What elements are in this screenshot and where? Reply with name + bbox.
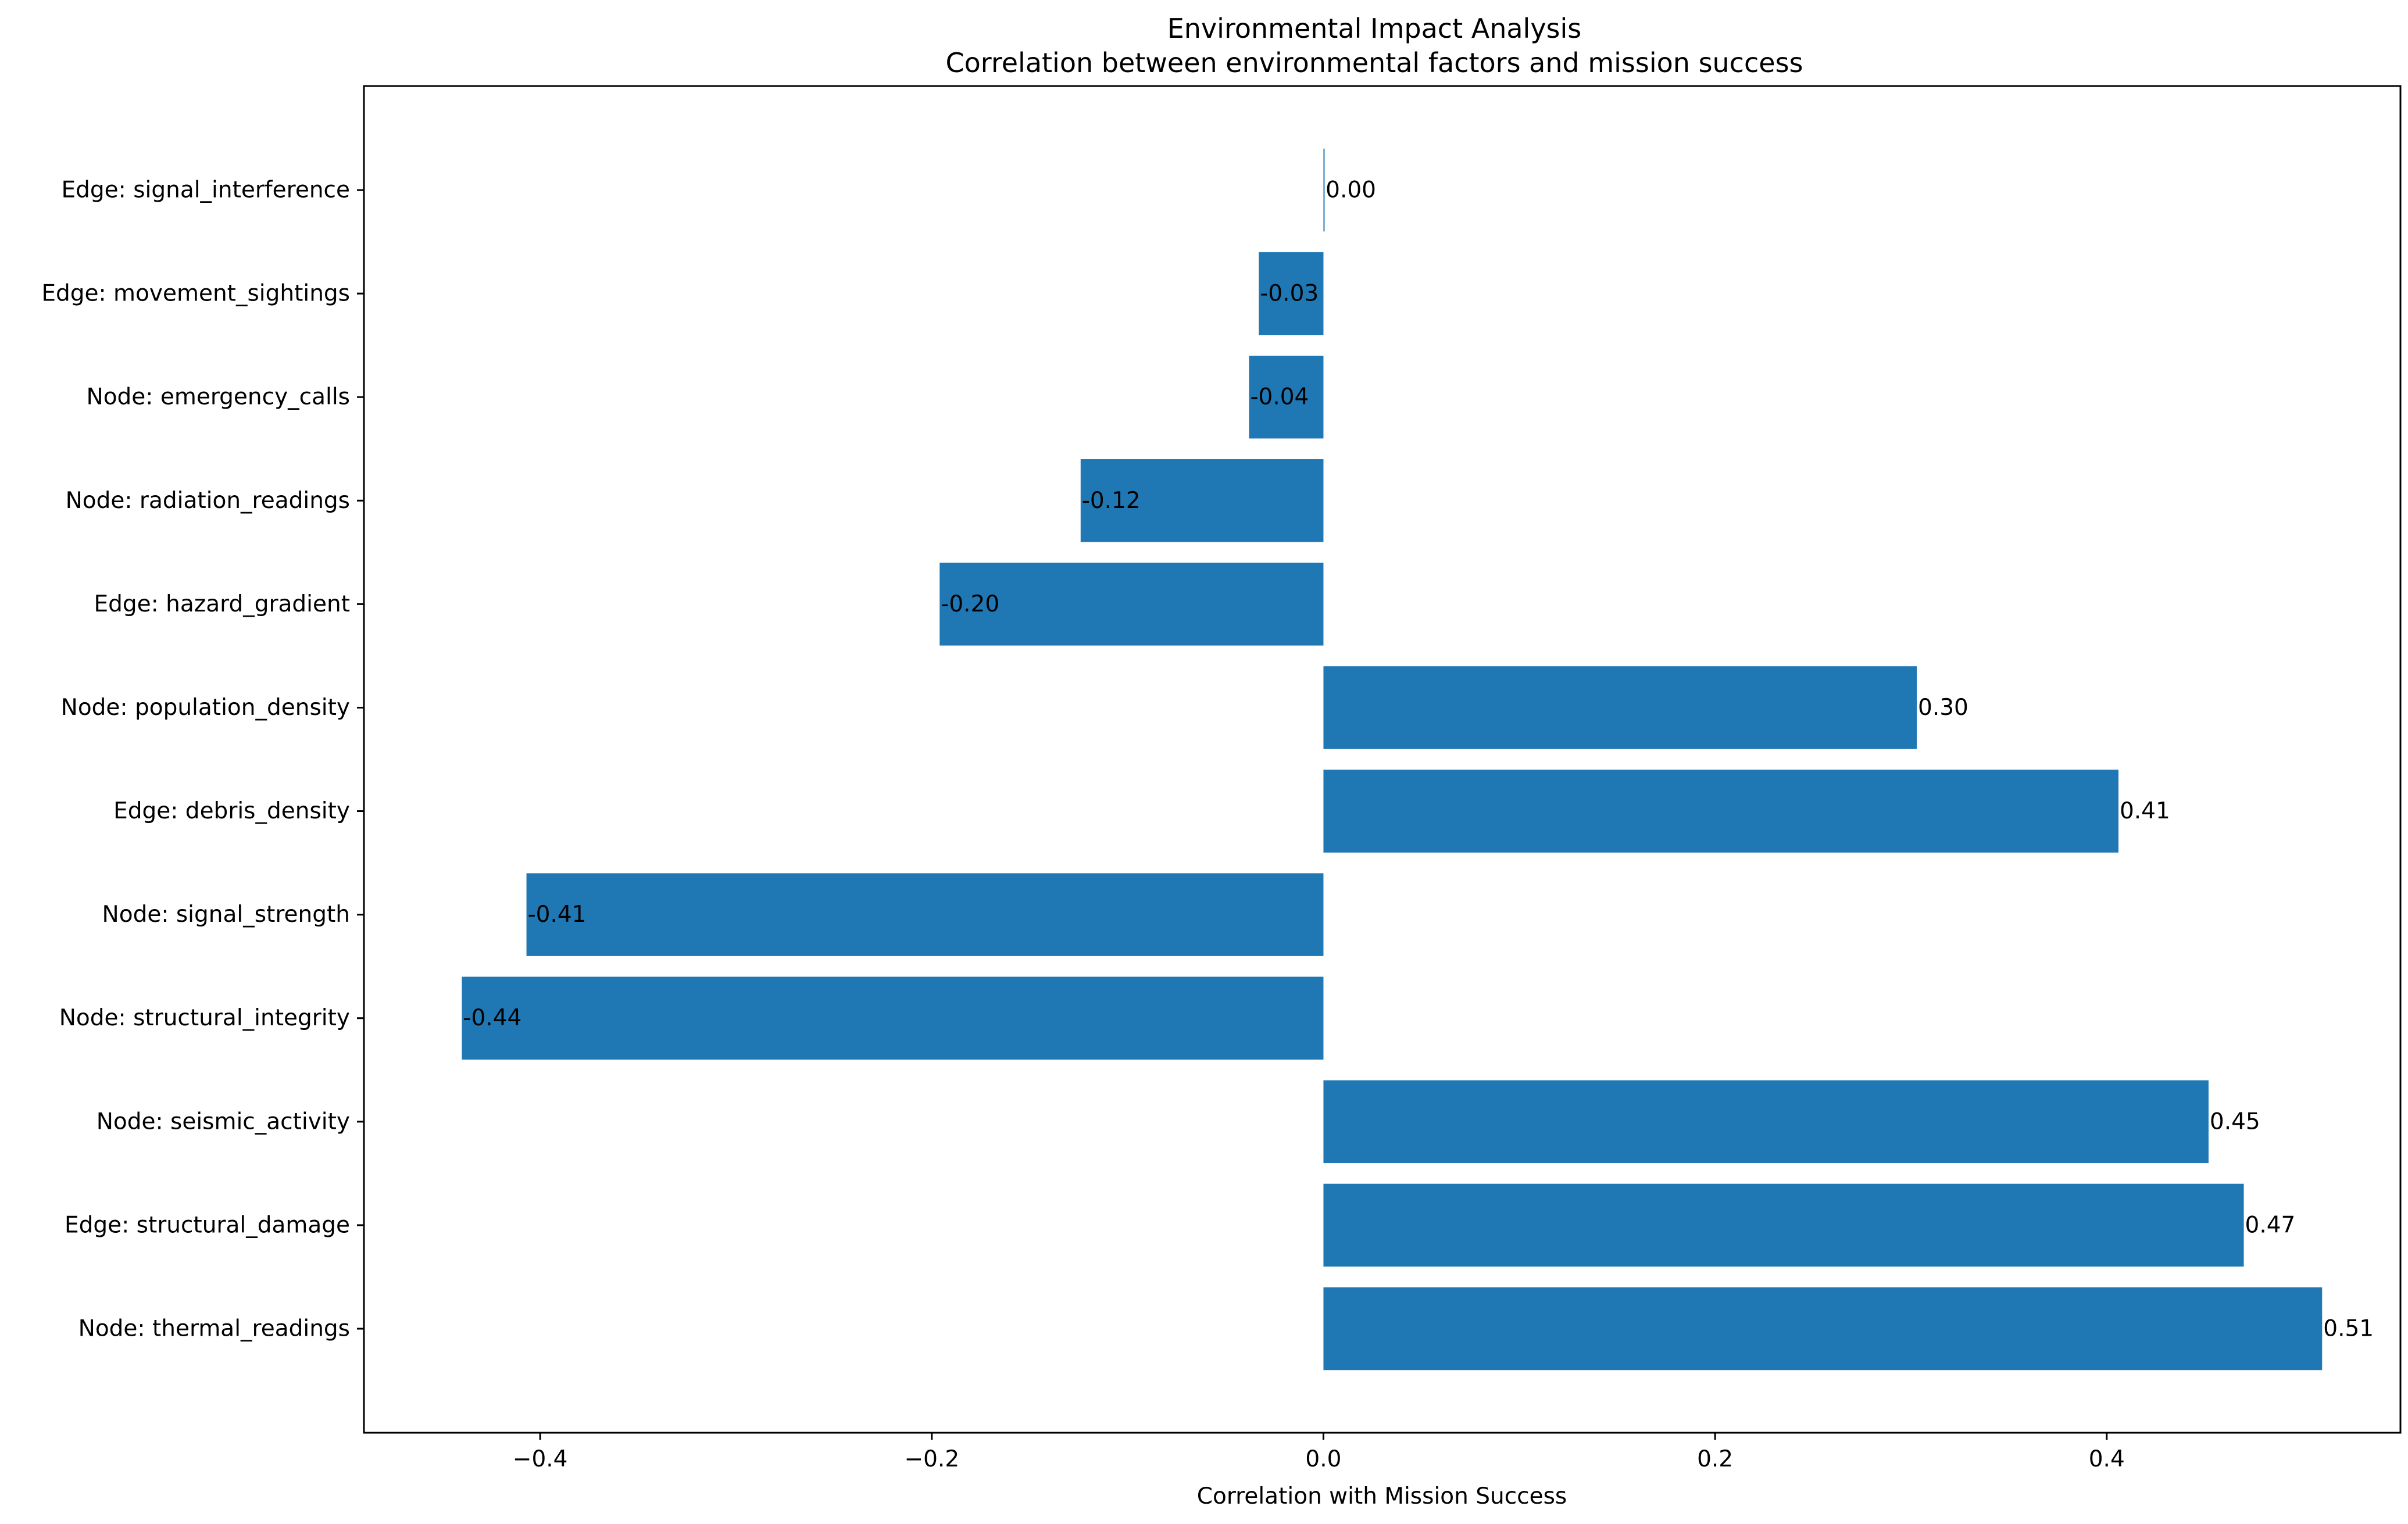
x-axis-label: Correlation with Mission Success [1197, 1483, 1567, 1509]
x-tick-label: 0.0 [1305, 1446, 1341, 1472]
y-tick-label: Node: seismic_activity [97, 1108, 350, 1135]
y-tick-label: Node: thermal_readings [78, 1316, 350, 1342]
bar [1323, 666, 1917, 749]
bar [1323, 1183, 2244, 1267]
data-label: 0.41 [2120, 798, 2170, 824]
data-label: -0.44 [463, 1005, 521, 1031]
data-label: 0.51 [2323, 1316, 2374, 1342]
chart-title: Environmental Impact Analysis [1167, 13, 1582, 44]
y-tick-label: Edge: signal_interference [62, 177, 350, 203]
data-label: -0.03 [1260, 281, 1319, 307]
y-tick-label: Node: structural_integrity [59, 1005, 350, 1031]
bars-layer [462, 148, 2323, 1371]
bar [1323, 1080, 2209, 1164]
data-label: -0.04 [1250, 384, 1309, 410]
data-label: -0.41 [528, 901, 587, 928]
bar [939, 563, 1324, 646]
data-label: 0.00 [1326, 177, 1376, 203]
y-tick-label: Edge: hazard_gradient [94, 591, 350, 617]
bar [462, 976, 1324, 1060]
data-label: -0.12 [1082, 488, 1141, 514]
bar [1323, 1287, 2323, 1371]
chart-subtitle: Correlation between environmental factor… [945, 47, 1803, 78]
bar [526, 873, 1324, 956]
data-label: 0.30 [1918, 695, 1968, 721]
x-tick-label: −0.4 [513, 1446, 568, 1472]
data-labels-layer: 0.51 0.47 0.45 -0.44 -0.41 0.41 0.30 -0.20 -0.12… [463, 177, 2374, 1342]
y-tick-label: Edge: debris_density [113, 798, 350, 824]
data-label: 0.47 [2245, 1212, 2296, 1238]
y-tick-label: Node: signal_strength [102, 901, 350, 928]
bar [1323, 770, 2118, 853]
bar [1323, 148, 1325, 232]
y-tick-label: Node: emergency_calls [87, 384, 350, 410]
y-tick-label: Node: radiation_readings [66, 488, 350, 514]
bar [1080, 459, 1324, 542]
ticks-layer: Node: thermal_readings Edge: structural_d… [41, 177, 2124, 1473]
x-tick-label: 0.4 [2089, 1446, 2125, 1472]
x-tick-label: −0.2 [904, 1446, 959, 1472]
plot-frame [363, 85, 2402, 1434]
y-tick-label: Node: population_density [61, 695, 350, 721]
y-tick-label: Edge: movement_sightings [41, 281, 350, 307]
data-label: 0.45 [2210, 1108, 2260, 1135]
bar [1259, 252, 1324, 335]
y-tick-label: Edge: structural_damage [65, 1212, 350, 1238]
data-label: -0.20 [941, 591, 999, 617]
x-tick-label: 0.2 [1697, 1446, 1733, 1472]
bar [1249, 355, 1324, 439]
